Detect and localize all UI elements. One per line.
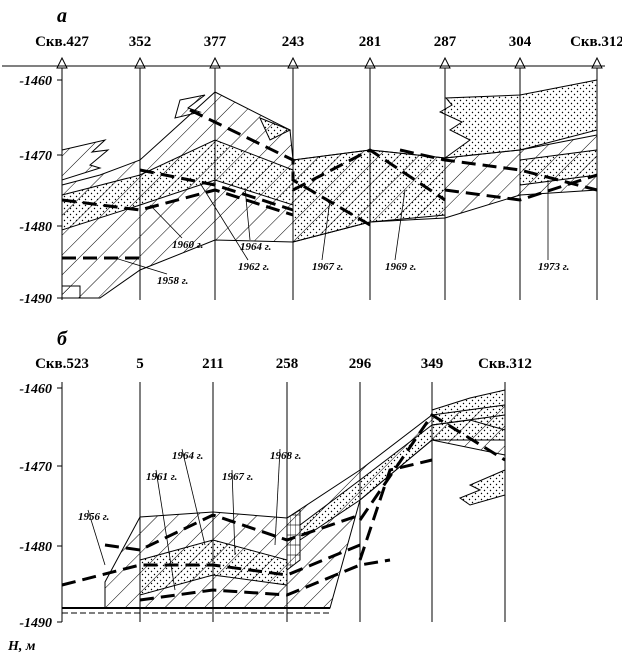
leader-line <box>321 199 331 261</box>
year-label: 1956 г. <box>78 511 109 523</box>
leader-line <box>274 448 281 546</box>
depth-label: -1470 <box>19 460 52 475</box>
depth-label: -1490 <box>19 616 52 631</box>
leader-line <box>394 189 406 261</box>
year-label: 1958 г. <box>157 275 188 287</box>
well-label: 258 <box>276 356 299 372</box>
well-label: 281 <box>359 34 382 50</box>
depth-label: -1460 <box>19 74 52 89</box>
well-label: 352 <box>129 34 152 50</box>
year-label: 1962 г. <box>238 261 269 273</box>
leader-line <box>155 469 176 591</box>
section-b <box>61 389 506 614</box>
leader-line <box>181 448 206 546</box>
well-label: Скв.427 <box>35 34 89 50</box>
year-label: 1973 г. <box>538 261 569 273</box>
panel-label: а <box>57 5 67 27</box>
depth-label: -1470 <box>19 149 52 164</box>
year-label: 1960 г. <box>172 239 203 251</box>
well-label: 377 <box>204 34 227 50</box>
year-label: 1961 г. <box>146 471 177 483</box>
depth-label: -1480 <box>19 540 52 555</box>
depth-label: -1480 <box>19 220 52 235</box>
year-label: 1964 г. <box>240 241 271 253</box>
well-label: 5 <box>136 356 144 372</box>
section-a <box>61 79 598 299</box>
well-label: Скв.312 <box>570 34 622 50</box>
depth-label: -1490 <box>19 292 52 307</box>
panel-label: б <box>57 328 68 350</box>
axis-label: H, м <box>7 639 36 654</box>
leader-line <box>231 469 236 556</box>
strata-base <box>61 285 81 299</box>
well-label: 211 <box>202 356 224 372</box>
leader-line <box>114 257 168 275</box>
year-label: 1967 г. <box>312 261 343 273</box>
leader-line <box>199 182 249 261</box>
well-label: 296 <box>349 356 372 372</box>
leader-line <box>149 204 183 239</box>
well-label: 304 <box>509 34 532 50</box>
leader-line <box>87 509 106 566</box>
year-label: 1967 г. <box>222 471 253 483</box>
year-label: 1968 г. <box>270 450 301 462</box>
strata-wedge <box>259 117 292 141</box>
strata-sand <box>438 79 598 159</box>
well-label: 287 <box>434 34 457 50</box>
strata-wedge <box>61 139 110 181</box>
leader-line <box>244 187 251 241</box>
depth-label: -1460 <box>19 382 52 397</box>
year-label: 1964 г. <box>172 450 203 462</box>
year-label: 1969 г. <box>385 261 416 273</box>
strata-wedge <box>458 469 506 506</box>
well-label: Скв.312 <box>478 356 532 372</box>
strata-sand <box>292 149 446 243</box>
well-label: 243 <box>282 34 305 50</box>
well-label: Скв.523 <box>35 356 89 372</box>
well-label: 349 <box>421 356 444 372</box>
